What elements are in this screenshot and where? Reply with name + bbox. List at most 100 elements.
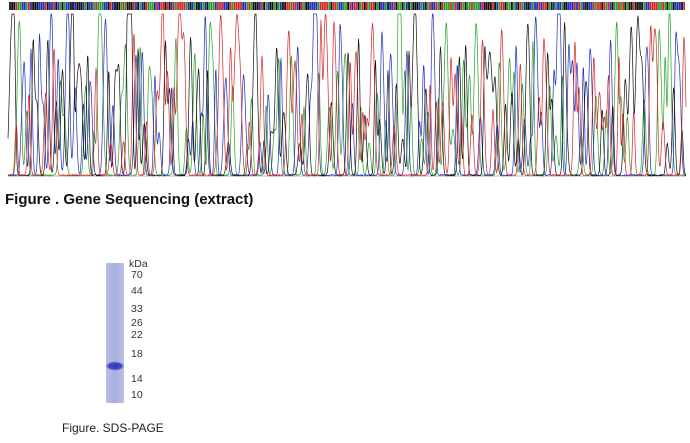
base-call <box>307 2 310 10</box>
base-call <box>160 2 163 10</box>
base-call <box>170 2 173 10</box>
base-call <box>311 2 314 10</box>
base-call <box>99 2 102 10</box>
base-call <box>65 2 68 10</box>
marker-label: 70 <box>131 269 143 281</box>
base-call <box>527 2 530 10</box>
base-call <box>559 2 562 10</box>
base-call <box>517 2 520 10</box>
base-call <box>101 2 104 10</box>
base-call <box>508 2 511 10</box>
base-call <box>479 2 482 10</box>
base-call <box>212 2 215 10</box>
base-call <box>156 2 158 10</box>
base-call <box>49 2 51 10</box>
base-call <box>91 2 93 10</box>
base-call <box>141 2 144 10</box>
base-call <box>30 2 32 10</box>
base-call <box>13 2 16 10</box>
base-call <box>334 2 337 10</box>
base-call <box>42 2 45 10</box>
base-call <box>238 2 240 10</box>
base-call <box>271 2 274 10</box>
base-call <box>408 2 410 10</box>
base-call <box>76 2 79 10</box>
base-call <box>424 2 427 10</box>
base-call <box>107 2 110 10</box>
base-call <box>46 2 49 10</box>
base-call <box>422 2 425 10</box>
trace <box>7 13 687 178</box>
base-call <box>494 2 496 10</box>
base-call <box>443 2 446 10</box>
base-call <box>611 2 614 10</box>
base-call <box>529 2 532 10</box>
base-call <box>427 2 429 10</box>
base-call <box>639 2 641 10</box>
base-call <box>181 2 184 10</box>
base-call <box>343 2 345 10</box>
base-call <box>204 2 207 10</box>
base-call <box>410 2 412 10</box>
base-call <box>544 2 547 10</box>
base-call <box>376 2 379 10</box>
base-call <box>235 2 238 10</box>
base-call <box>473 2 475 10</box>
base-call <box>683 2 685 10</box>
base-call <box>649 2 652 10</box>
base-call <box>242 2 244 10</box>
base-call <box>366 2 368 10</box>
base-call <box>578 2 580 10</box>
base-call <box>630 2 633 10</box>
base-call <box>513 2 515 10</box>
base-call <box>548 2 551 10</box>
base-call <box>487 2 490 10</box>
base-call <box>431 2 433 10</box>
base-call <box>628 2 631 10</box>
base-call <box>149 2 152 10</box>
base-call <box>672 2 675 10</box>
base-call <box>532 2 534 10</box>
marker-label: 26 <box>131 317 143 329</box>
base-call <box>471 2 473 10</box>
base-call <box>290 2 293 10</box>
base-call <box>82 2 85 10</box>
base-call <box>561 2 564 10</box>
marker-label: 33 <box>131 303 143 315</box>
base-call <box>88 2 91 10</box>
base-call <box>23 2 26 10</box>
base-call <box>374 2 377 10</box>
base-call <box>679 2 681 10</box>
base-call <box>626 2 629 10</box>
base-call <box>177 2 179 10</box>
base-call <box>263 2 265 10</box>
base-call <box>521 2 524 10</box>
base-call <box>557 2 559 10</box>
base-call <box>534 2 536 10</box>
base-call <box>189 2 192 10</box>
base-call <box>616 2 618 10</box>
base-call <box>269 2 272 10</box>
base-call <box>330 2 333 10</box>
base-call <box>624 2 627 10</box>
base-call <box>57 2 60 10</box>
base-call <box>313 2 316 10</box>
base-call <box>217 2 219 10</box>
base-call <box>315 2 318 10</box>
base-call <box>147 2 150 10</box>
base-call <box>607 2 610 10</box>
base-call <box>305 2 307 10</box>
base-call <box>137 2 139 10</box>
base-call <box>38 2 41 10</box>
base-call <box>198 2 200 10</box>
base-call <box>676 2 679 10</box>
base-call <box>324 2 326 10</box>
base-call <box>605 2 608 10</box>
base-call <box>154 2 156 10</box>
base-call <box>95 2 97 10</box>
base-call <box>187 2 190 10</box>
base-call <box>175 2 177 10</box>
base-call <box>450 2 452 10</box>
